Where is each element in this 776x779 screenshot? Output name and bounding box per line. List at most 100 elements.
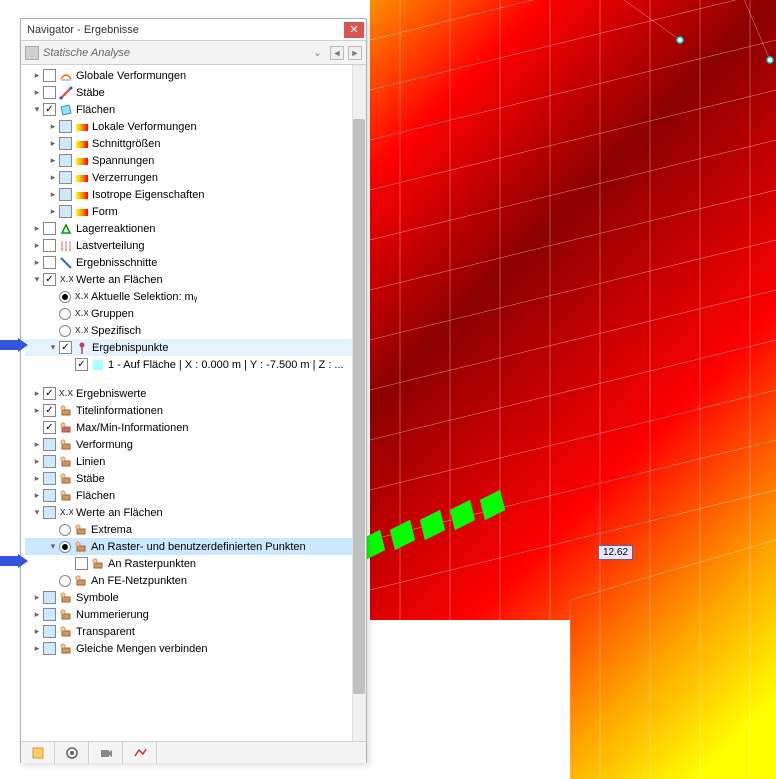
tree-item[interactable]: ▸Lokale Verformungen [25,118,366,135]
tab-display-button[interactable] [55,742,89,764]
checkbox[interactable] [43,489,56,502]
tab-results-button[interactable] [123,742,157,764]
analysis-dropdown-label[interactable]: Statische Analyse [43,47,305,59]
expand-toggle[interactable]: ▸ [31,490,43,501]
expand-toggle[interactable]: ▸ [31,473,43,484]
tree-item[interactable]: ▾Ergebnispunkte [25,339,366,356]
tree-view[interactable]: ▸Globale Verformungen▸Stäbe▾Flächen▸Loka… [21,65,366,741]
checkbox[interactable] [75,557,88,570]
checkbox[interactable] [75,358,88,371]
radio[interactable] [59,541,71,553]
checkbox[interactable] [43,69,56,82]
checkbox[interactable] [43,421,56,434]
expand-toggle[interactable]: ▾ [31,104,43,115]
tree-item[interactable]: x.xSpezifisch [25,322,366,339]
tree-item[interactable]: ▾x.xWerte an Flächen [25,271,366,288]
tree-item[interactable]: ▸Verzerrungen [25,169,366,186]
checkbox[interactable] [43,86,56,99]
expand-toggle[interactable]: ▸ [47,172,59,183]
tree-item[interactable]: ▸x.xxErgebniswerte [25,385,366,402]
checkbox[interactable] [59,205,72,218]
expand-toggle[interactable]: ▸ [31,240,43,251]
tree-item[interactable]: ▸Lagerreaktionen [25,220,366,237]
tree-item[interactable]: ▸Isotrope Eigenschaften [25,186,366,203]
tree-item[interactable]: ▸Verformung [25,436,366,453]
expand-toggle[interactable]: ▸ [31,626,43,637]
tree-item[interactable]: 1 - Auf Fläche | X : 0.000 m | Y : -7.50… [25,356,366,373]
checkbox[interactable] [43,506,56,519]
expand-toggle[interactable]: ▸ [31,388,43,399]
checkbox[interactable] [43,239,56,252]
tree-item[interactable]: ▸Form [25,203,366,220]
tree-item[interactable]: ▸Transparent [25,623,366,640]
tree-item[interactable]: x.xAktuelle Selektion: mᵧ [25,288,366,305]
tree-item[interactable]: ▸Ergebnisschnitte [25,254,366,271]
expand-toggle[interactable]: ▸ [47,206,59,217]
tree-item[interactable]: ▸Spannungen [25,152,366,169]
checkbox[interactable] [59,154,72,167]
tab-views-button[interactable] [21,742,55,764]
tree-item[interactable]: x.xGruppen [25,305,366,322]
expand-toggle[interactable]: ▸ [47,121,59,132]
tree-item[interactable]: ▸Nummerierung [25,606,366,623]
expand-toggle[interactable]: ▸ [31,592,43,603]
expand-toggle[interactable]: ▸ [31,405,43,416]
expand-toggle[interactable]: ▾ [31,274,43,285]
tree-item[interactable]: Extrema [25,521,366,538]
tree-item[interactable]: ▸Globale Verformungen [25,67,366,84]
tab-camera-button[interactable] [89,742,123,764]
expand-toggle[interactable]: ▸ [31,643,43,654]
tree-item[interactable]: ▸Stäbe [25,84,366,101]
expand-toggle[interactable]: ▸ [47,189,59,200]
expand-toggle[interactable]: ▸ [31,257,43,268]
expand-toggle[interactable]: ▸ [47,155,59,166]
tree-item[interactable]: ▸Flächen [25,487,366,504]
checkbox[interactable] [43,103,56,116]
checkbox[interactable] [43,642,56,655]
tree-item[interactable]: An FE-Netzpunkten [25,572,366,589]
expand-toggle[interactable]: ▸ [31,439,43,450]
tree-item[interactable]: ▸Lastverteilung [25,237,366,254]
checkbox[interactable] [59,137,72,150]
expand-toggle[interactable]: ▸ [31,609,43,620]
radio[interactable] [59,291,71,303]
checkbox[interactable] [43,608,56,621]
checkbox[interactable] [59,171,72,184]
radio[interactable] [59,325,71,337]
tree-item[interactable]: ▸Linien [25,453,366,470]
checkbox[interactable] [59,188,72,201]
checkbox[interactable] [43,591,56,604]
checkbox[interactable] [43,625,56,638]
expand-toggle[interactable]: ▸ [31,87,43,98]
radio[interactable] [59,575,71,587]
checkbox[interactable] [59,341,72,354]
expand-toggle[interactable]: ▾ [47,541,59,552]
close-button[interactable]: ✕ [344,22,364,38]
radio[interactable] [59,524,71,536]
checkbox[interactable] [43,438,56,451]
tree-item[interactable]: An Rasterpunkten [25,555,366,572]
expand-toggle[interactable]: ▾ [47,342,59,353]
tree-item[interactable]: ▸Symbole [25,589,366,606]
tree-item[interactable]: ▾An Raster- und benutzerdefinierten Punk… [25,538,366,555]
tree-item[interactable]: ▸Titelinformationen [25,402,366,419]
expand-toggle[interactable]: ▾ [31,507,43,518]
scrollbar-thumb[interactable] [353,119,365,694]
tree-item[interactable]: ▸Gleiche Mengen verbinden [25,640,366,657]
checkbox[interactable] [43,256,56,269]
checkbox[interactable] [43,404,56,417]
checkbox[interactable] [43,387,56,400]
checkbox[interactable] [43,222,56,235]
tree-item[interactable]: ▾x.xWerte an Flächen [25,504,366,521]
tree-item[interactable]: Max/Min-Informationen [25,419,366,436]
checkbox[interactable] [43,455,56,468]
checkbox[interactable] [59,120,72,133]
checkbox[interactable] [43,472,56,485]
scrollbar-vertical[interactable] [352,65,366,741]
expand-toggle[interactable]: ▸ [31,223,43,234]
tree-item[interactable]: ▸Schnittgrößen [25,135,366,152]
tree-item[interactable]: ▸Stäbe [25,470,366,487]
expand-toggle[interactable]: ▸ [47,138,59,149]
nav-prev-button[interactable]: ◄ [330,46,344,60]
checkbox[interactable] [43,273,56,286]
